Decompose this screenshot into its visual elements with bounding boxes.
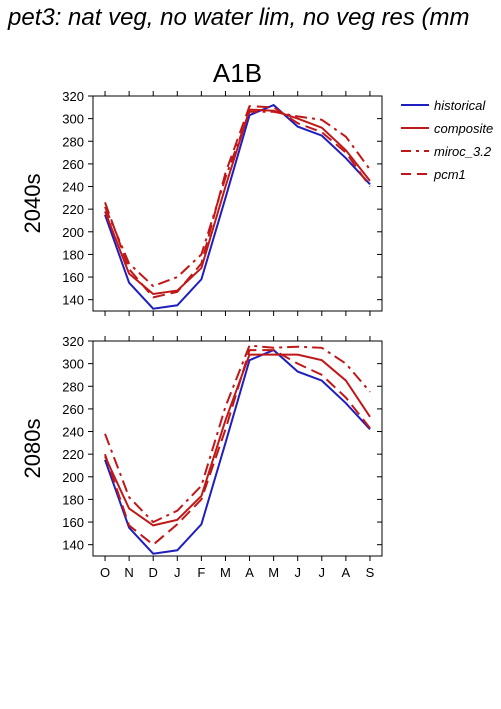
plot-frame [92, 95, 383, 312]
y-tick-label: 240 [62, 425, 84, 440]
x-tick-label: O [100, 565, 110, 580]
x-tick-label: N [124, 565, 133, 580]
plot-frame [92, 340, 383, 557]
y-tick-label: 140 [62, 293, 84, 308]
y-tick-label: 160 [62, 515, 84, 530]
legend-item: historical [401, 98, 486, 113]
y-tick-label: 200 [62, 225, 84, 240]
y-tick-label: 180 [62, 247, 84, 262]
y-tick-label: 200 [62, 470, 84, 485]
legend-label: historical [434, 98, 486, 113]
x-tick-label: M [268, 565, 279, 580]
y-tick-label: 280 [62, 379, 84, 394]
y-tick-label: 220 [62, 202, 84, 217]
row-label: 2080s [20, 419, 45, 479]
y-tick-label: 280 [62, 134, 84, 149]
legend-item: miroc_3.2 [401, 144, 492, 159]
y-tick-label: 300 [62, 357, 84, 372]
x-tick-label: A [342, 565, 351, 580]
x-tick-label: M [220, 565, 231, 580]
x-tick-label: A [245, 565, 254, 580]
series-line-composite [104, 108, 371, 296]
y-tick-label: 260 [62, 402, 84, 417]
y-tick-label: 160 [62, 270, 84, 285]
x-tick-label: S [366, 565, 375, 580]
legend-item: pcm1 [401, 167, 466, 182]
series-line-pcm1 [104, 105, 371, 299]
row-label: 2040s [20, 174, 45, 234]
x-tick-label: J [294, 565, 301, 580]
series-line-historical [104, 103, 371, 310]
series-line-miroc_3.2 [104, 344, 371, 524]
series-line-miroc_3.2 [104, 110, 371, 288]
chart-panel-2040s: 140 160 180 200 220 240 260 280 300 320 A1B 2040s [20, 58, 383, 316]
series-line-historical [104, 348, 371, 555]
panels-group: 140160180200220240260280300320A1B2040s14… [20, 58, 383, 580]
y-tick-label: 320 [62, 334, 84, 349]
y-tick-label: 140 [62, 538, 84, 553]
legend: historical composite miroc_3.2 pcm1 [401, 98, 493, 182]
y-tick-label: 320 [62, 89, 84, 104]
legend-label: composite [434, 121, 493, 136]
x-tick-label: F [197, 565, 205, 580]
x-tick-label: J [319, 565, 326, 580]
y-tick-label: 300 [62, 112, 84, 127]
legend-item: composite [401, 121, 493, 136]
chart-title: pet3: nat veg, no water lim, no veg res … [8, 4, 470, 31]
y-tick-label: 260 [62, 157, 84, 172]
x-tick-label: J [174, 565, 181, 580]
series-line-composite [104, 353, 371, 527]
y-tick-label: 240 [62, 180, 84, 195]
series-line-pcm1 [104, 349, 371, 546]
x-tick-label: D [149, 565, 158, 580]
legend-label: miroc_3.2 [434, 144, 492, 159]
y-tick-label: 220 [62, 447, 84, 462]
panel-title: A1B [213, 58, 262, 88]
legend-label: pcm1 [433, 167, 466, 182]
y-tick-label: 180 [62, 492, 84, 507]
